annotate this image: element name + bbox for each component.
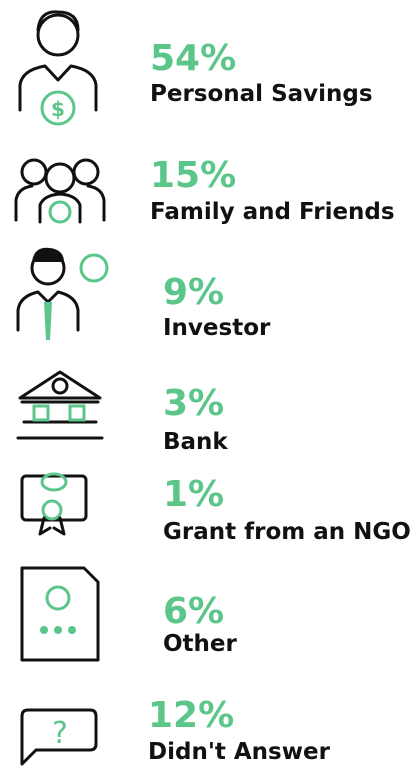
svg-text:?: ?: [52, 716, 68, 751]
category-label: Personal Savings: [150, 81, 373, 107]
category-label: Grant from an NGO: [163, 519, 411, 545]
icon-bank: [16, 370, 104, 440]
percentage: 1%: [163, 474, 224, 515]
icon-document: [20, 566, 100, 662]
icon-question: ?: [20, 708, 98, 766]
icon-investor: [16, 247, 109, 340]
percentage: 6%: [163, 591, 224, 632]
icon-family: [14, 158, 106, 224]
percentage: 15%: [150, 155, 236, 196]
category-label: Investor: [163, 315, 271, 341]
category-label: Bank: [163, 429, 228, 455]
percentage: 54%: [150, 38, 236, 79]
percentage: 3%: [163, 383, 224, 424]
percentage: 12%: [148, 695, 234, 736]
icon-grant: [20, 472, 88, 536]
icon-person: $: [18, 10, 98, 126]
category-label: Family and Friends: [150, 199, 395, 225]
percentage: 9%: [163, 272, 224, 313]
category-label: Didn't Answer: [148, 739, 331, 765]
svg-text:$: $: [51, 97, 65, 121]
category-label: Other: [163, 631, 238, 657]
